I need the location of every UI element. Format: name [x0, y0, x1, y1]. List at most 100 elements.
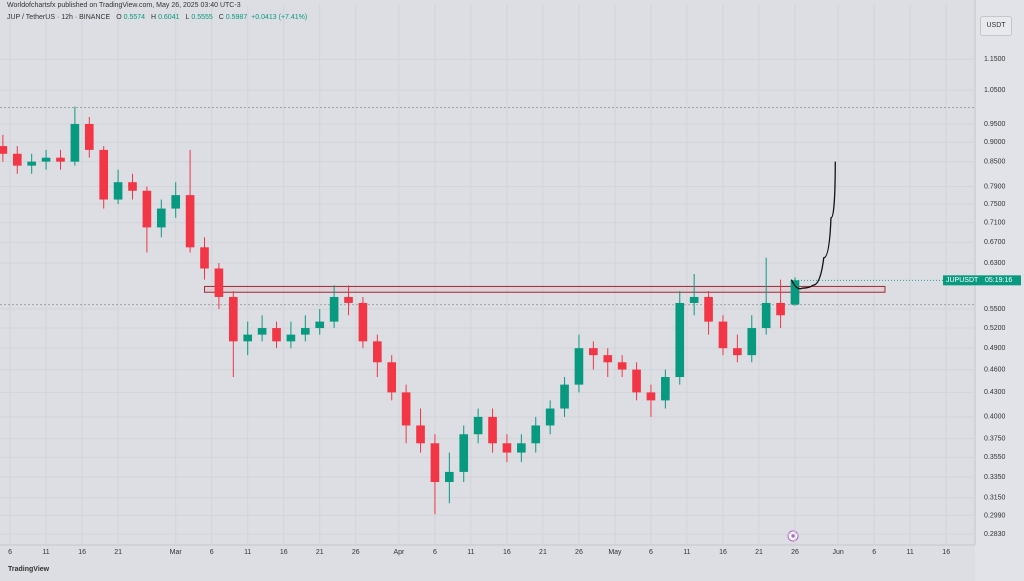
candle-body — [517, 443, 526, 453]
candle-body — [228, 296, 238, 342]
y-tick-label: 0.2990 — [984, 512, 1006, 519]
candle-body — [589, 348, 598, 356]
candle-body — [315, 321, 325, 329]
currency-button[interactable]: USDT — [980, 16, 1012, 36]
y-tick-label: 0.4900 — [984, 345, 1006, 352]
candle-body — [747, 328, 757, 356]
y-tick-label: 0.7100 — [984, 219, 1006, 226]
candle-body — [41, 157, 51, 162]
candle-body — [445, 471, 454, 483]
candle-body — [790, 280, 800, 305]
candle-body — [632, 369, 641, 393]
x-tick-label: Jun — [833, 549, 844, 556]
x-tick-label: 26 — [791, 549, 799, 556]
x-tick-label: 6 — [8, 549, 12, 556]
candle-body — [286, 334, 296, 342]
x-tick-label: 16 — [942, 549, 950, 556]
candle-body — [27, 161, 37, 166]
ohlc-value: 0.5574 — [123, 14, 146, 21]
candle-body — [776, 302, 785, 316]
candle-body — [675, 302, 685, 378]
y-tick-label: 0.9000 — [984, 139, 1006, 146]
candle-body — [113, 182, 123, 200]
candle-body — [128, 182, 137, 191]
candle-body — [156, 208, 166, 228]
y-tick-label: 0.5200 — [984, 325, 1006, 332]
x-tick-label: 21 — [316, 549, 324, 556]
footer-logo: TradingView — [8, 566, 50, 573]
candle-body — [56, 157, 65, 162]
x-tick-label: 6 — [210, 549, 214, 556]
candle-body — [502, 443, 512, 453]
candle-body — [689, 296, 699, 303]
price-label-countdown: 05:19:16 — [985, 277, 1012, 284]
y-tick-label: 0.6700 — [984, 239, 1006, 246]
ohlc-label: C — [218, 14, 224, 21]
candle-body — [545, 408, 555, 426]
candle-body — [84, 123, 94, 150]
y-tick-label: 0.2830 — [984, 531, 1006, 538]
x-tick-label: 16 — [78, 549, 86, 556]
candle-body — [329, 296, 339, 322]
y-tick-label: 0.4600 — [984, 366, 1006, 373]
x-tick-label: May — [608, 549, 622, 556]
x-tick-label: 11 — [244, 549, 251, 556]
x-tick-label: 16 — [503, 549, 511, 556]
resistance-zone — [204, 285, 886, 293]
candle-body — [416, 425, 425, 444]
x-tick-label: 6 — [433, 549, 437, 556]
candle-body — [358, 302, 368, 342]
x-tick-label: Apr — [393, 549, 405, 556]
y-tick-label: 0.8500 — [984, 158, 1006, 165]
y-tick-label: 0.7500 — [984, 201, 1006, 208]
candle-body — [401, 392, 411, 426]
x-tick-label: 16 — [719, 549, 727, 556]
ohlc-value: 0.5555 — [191, 14, 213, 21]
candle-body — [171, 195, 181, 209]
candle-body — [430, 443, 440, 483]
publisher: Worldofchartsfx published on TradingView… — [7, 2, 241, 9]
candle-body — [531, 425, 541, 444]
candle-body — [459, 434, 469, 472]
y-tick-label: 0.9500 — [984, 121, 1006, 128]
x-tick-label: 16 — [280, 549, 288, 556]
ohlc-label: H — [151, 14, 157, 21]
candle-body — [617, 362, 627, 370]
y-tick-label: 1.0500 — [984, 87, 1006, 94]
candle-body — [243, 334, 253, 342]
candle-body — [560, 384, 569, 409]
x-tick-label: 21 — [755, 549, 763, 556]
x-tick-label: Mar — [170, 549, 183, 556]
y-tick-label: 1.1500 — [984, 56, 1006, 63]
price-label-box — [943, 275, 1021, 286]
x-tick-label: 6 — [872, 549, 876, 556]
x-tick-label: 26 — [352, 549, 360, 556]
candle-body — [272, 328, 281, 342]
candle-body — [142, 190, 152, 228]
y-tick-label: 0.4000 — [984, 414, 1006, 421]
y-tick-label: 0.3550 — [984, 454, 1006, 461]
candle-body — [12, 153, 22, 166]
candle-body — [185, 195, 195, 248]
x-tick-label: 6 — [649, 549, 653, 556]
change: +0.0413 (+7.41%) — [251, 14, 308, 21]
candle-body — [387, 362, 397, 393]
symbol: JUP / TetherUS · 12h · BINANCE — [7, 14, 111, 21]
candle-body — [646, 392, 656, 401]
candle-body — [473, 416, 483, 435]
candle-body — [488, 416, 497, 444]
candle-body — [661, 377, 670, 401]
candle-body — [373, 341, 382, 363]
candle-body — [257, 328, 267, 335]
candle-body — [574, 348, 584, 385]
x-tick-label: 21 — [539, 549, 547, 556]
candle-body — [300, 328, 310, 335]
x-tick-label: 11 — [42, 549, 49, 556]
candle-body — [99, 149, 109, 200]
y-tick-label: 0.5500 — [984, 306, 1006, 313]
candle-body — [718, 321, 728, 349]
y-tick-label: 0.4300 — [984, 389, 1006, 396]
x-tick-label: 11 — [467, 549, 474, 556]
